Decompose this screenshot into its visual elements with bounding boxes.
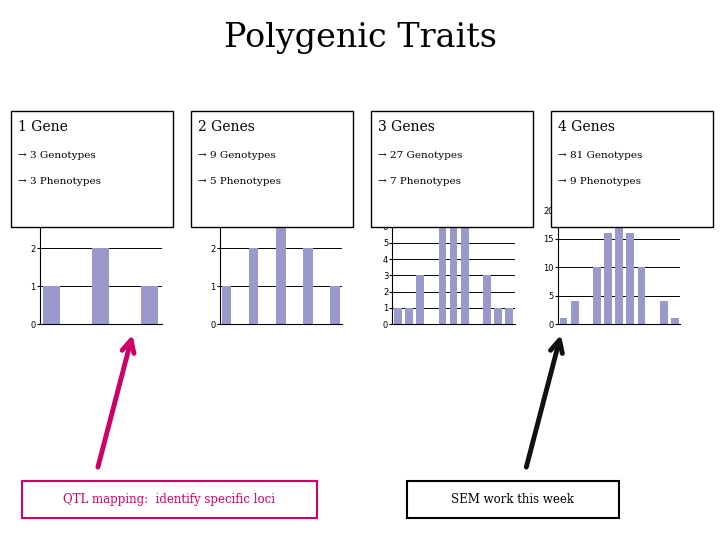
Text: → 27 Genotypes: → 27 Genotypes: [378, 151, 462, 160]
Bar: [303, 248, 312, 324]
Text: → 9 Genotypes: → 9 Genotypes: [198, 151, 276, 160]
Bar: [416, 275, 424, 324]
Bar: [671, 319, 679, 324]
Bar: [559, 319, 567, 324]
Text: 4 Genes: 4 Genes: [558, 120, 615, 134]
Bar: [626, 233, 634, 324]
Bar: [438, 227, 446, 324]
Bar: [494, 308, 502, 324]
Bar: [222, 286, 231, 324]
Text: → 3 Phenotypes: → 3 Phenotypes: [18, 177, 101, 186]
Bar: [92, 248, 109, 324]
Text: 3 Genes: 3 Genes: [378, 120, 435, 134]
Bar: [450, 211, 457, 324]
Bar: [330, 286, 340, 324]
Text: SEM work this week: SEM work this week: [451, 493, 575, 506]
Bar: [638, 267, 645, 324]
Text: → 9 Phenotypes: → 9 Phenotypes: [558, 177, 641, 186]
Text: 1 Gene: 1 Gene: [18, 120, 68, 134]
Text: Polygenic Traits: Polygenic Traits: [223, 22, 497, 53]
Bar: [394, 308, 402, 324]
Bar: [405, 308, 413, 324]
Text: → 5 Phenotypes: → 5 Phenotypes: [198, 177, 281, 186]
Bar: [43, 286, 60, 324]
Bar: [593, 267, 601, 324]
Text: → 81 Genotypes: → 81 Genotypes: [558, 151, 642, 160]
Bar: [141, 286, 158, 324]
Bar: [461, 227, 469, 324]
Bar: [616, 217, 623, 324]
Bar: [483, 275, 491, 324]
Bar: [604, 233, 612, 324]
Text: QTL mapping:  identify specific loci: QTL mapping: identify specific loci: [63, 493, 275, 506]
Text: 2 Genes: 2 Genes: [198, 120, 255, 134]
Bar: [276, 211, 286, 324]
Bar: [571, 301, 579, 324]
Bar: [660, 301, 667, 324]
Bar: [249, 248, 258, 324]
Text: → 3 Genotypes: → 3 Genotypes: [18, 151, 96, 160]
Bar: [505, 308, 513, 324]
Text: → 7 Phenotypes: → 7 Phenotypes: [378, 177, 461, 186]
